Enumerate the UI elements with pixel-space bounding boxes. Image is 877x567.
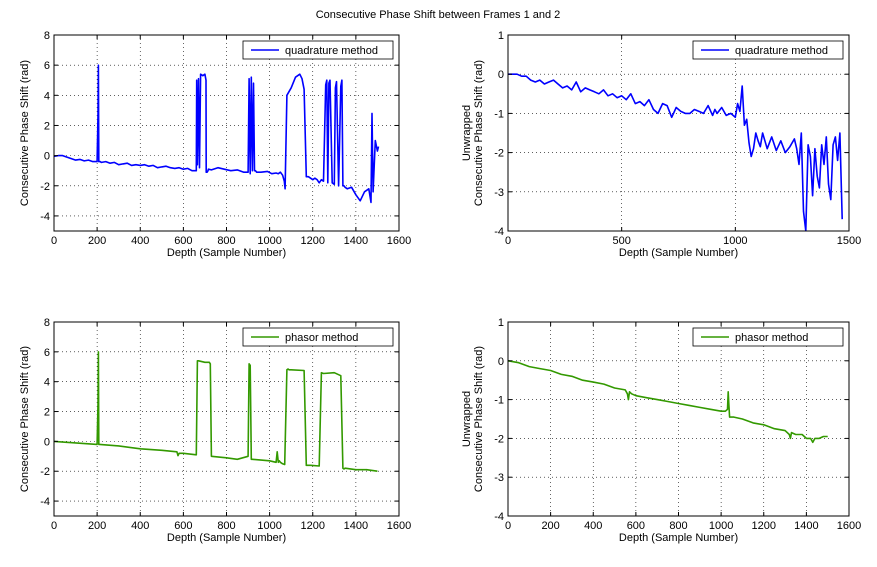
x-tick-label: 1000 bbox=[709, 520, 733, 532]
subplot-top-right: 0 500 1000 1500 -4 -3 -2 -1 0 1 Depth (Sample Numb… bbox=[461, 30, 861, 259]
x-tick-label: 1600 bbox=[387, 235, 411, 247]
y-tick-label: -4 bbox=[40, 496, 50, 508]
figure-title: Consecutive Phase Shift between Frames 1… bbox=[316, 9, 561, 21]
y-tick-label: -1 bbox=[494, 108, 504, 120]
x-axis-label: Depth (Sample Number) bbox=[167, 247, 286, 259]
x-tick-label: 400 bbox=[131, 520, 149, 532]
plot-area bbox=[508, 35, 849, 231]
x-tick-label: 400 bbox=[131, 235, 149, 247]
y-tick-label: -4 bbox=[494, 226, 504, 238]
y-tick-label: 0 bbox=[44, 436, 50, 448]
x-tick-label: 600 bbox=[174, 235, 192, 247]
x-tick-label: 800 bbox=[669, 520, 687, 532]
y-tick-label: -2 bbox=[40, 466, 50, 478]
legend-box bbox=[692, 40, 844, 60]
y-tick-label: -4 bbox=[494, 511, 504, 523]
y-axis-label: Consecutive Phase Shift (rad) bbox=[473, 346, 485, 492]
axes-box bbox=[507, 34, 850, 232]
subplot-top-left: 0 200 400 600 800 1000 1200 1400 1600 -4 -2 0 2 4 6 8 De… bbox=[19, 30, 411, 259]
series-line bbox=[508, 360, 828, 444]
x-tick-label: 1200 bbox=[752, 520, 776, 532]
y-tick-label: 2 bbox=[44, 407, 50, 419]
x-tick-label: 1000 bbox=[723, 235, 747, 247]
x-axis-label: Depth (Sample Number) bbox=[619, 247, 738, 259]
y-tick-label: -2 bbox=[40, 181, 50, 193]
x-tick-label: 1600 bbox=[837, 520, 861, 532]
x-tick-label: 600 bbox=[174, 520, 192, 532]
y-axis-label: Unwrapped bbox=[461, 105, 473, 161]
series-line bbox=[54, 351, 378, 472]
plot-area bbox=[54, 35, 399, 231]
x-tick-label: 1400 bbox=[344, 235, 368, 247]
y-tick-label: -2 bbox=[494, 148, 504, 160]
legend-box bbox=[242, 40, 394, 60]
y-tick-label: -3 bbox=[494, 472, 504, 484]
legend-label: quadrature method bbox=[285, 45, 378, 57]
y-axis-label: Consecutive Phase Shift (rad) bbox=[19, 60, 31, 206]
y-tick-label: 8 bbox=[44, 30, 50, 42]
y-tick-label: -4 bbox=[40, 211, 50, 223]
y-tick-label: -2 bbox=[494, 433, 504, 445]
y-tick-label: -3 bbox=[494, 187, 504, 199]
x-tick-label: 1600 bbox=[387, 520, 411, 532]
y-axis-label: Consecutive Phase Shift (rad) bbox=[19, 346, 31, 492]
x-tick-label: 1200 bbox=[301, 520, 325, 532]
x-axis-label: Depth (Sample Number) bbox=[167, 532, 286, 544]
x-tick-label: 1400 bbox=[344, 520, 368, 532]
y-tick-label: 1 bbox=[498, 317, 504, 329]
y-tick-label: 4 bbox=[44, 90, 50, 102]
x-tick-label: 500 bbox=[612, 235, 630, 247]
x-tick-label: 0 bbox=[505, 520, 511, 532]
y-axis-label: Unwrapped bbox=[461, 391, 473, 447]
x-tick-label: 200 bbox=[88, 235, 106, 247]
y-tick-label: 2 bbox=[44, 120, 50, 132]
y-tick-label: 0 bbox=[498, 69, 504, 81]
x-tick-label: 1400 bbox=[794, 520, 818, 532]
y-tick-label: 8 bbox=[44, 317, 50, 329]
x-tick-label: 1000 bbox=[257, 520, 281, 532]
x-tick-label: 800 bbox=[217, 235, 235, 247]
legend-box bbox=[692, 327, 844, 347]
x-tick-label: 0 bbox=[51, 235, 57, 247]
y-tick-label: 6 bbox=[44, 347, 50, 359]
legend-label: phasor method bbox=[735, 332, 808, 344]
y-tick-label: -1 bbox=[494, 395, 504, 407]
subplot-bottom-left: 0 200 400 600 800 1000 1200 1400 1600 -4 -2 0 2 4 6 8 De… bbox=[19, 317, 411, 544]
x-tick-label: 800 bbox=[217, 520, 235, 532]
x-tick-label: 200 bbox=[541, 520, 559, 532]
x-tick-label: 1500 bbox=[837, 235, 861, 247]
legend-box bbox=[242, 327, 394, 347]
subplot-bottom-right: 0 200 400 600 800 1000 1200 1400 1600 -4 -3 -2 -1 0 1 D… bbox=[461, 317, 861, 544]
x-tick-label: 1000 bbox=[257, 235, 281, 247]
series-line bbox=[54, 64, 380, 204]
x-tick-label: 200 bbox=[88, 520, 106, 532]
legend-label: phasor method bbox=[285, 332, 358, 344]
y-tick-label: 4 bbox=[44, 377, 50, 389]
series-line bbox=[508, 73, 843, 231]
y-tick-label: 0 bbox=[498, 356, 504, 368]
y-axis-label: Consecutive Phase Shift (rad) bbox=[473, 60, 485, 206]
x-tick-label: 0 bbox=[51, 520, 57, 532]
x-tick-label: 600 bbox=[627, 520, 645, 532]
y-tick-label: 1 bbox=[498, 30, 504, 42]
x-tick-label: 0 bbox=[505, 235, 511, 247]
x-tick-label: 1200 bbox=[301, 235, 325, 247]
x-axis-label: Depth (Sample Number) bbox=[619, 532, 738, 544]
legend-label: quadrature method bbox=[735, 45, 828, 57]
y-tick-label: 0 bbox=[44, 151, 50, 163]
y-tick-label: 6 bbox=[44, 60, 50, 72]
x-tick-label: 400 bbox=[584, 520, 602, 532]
